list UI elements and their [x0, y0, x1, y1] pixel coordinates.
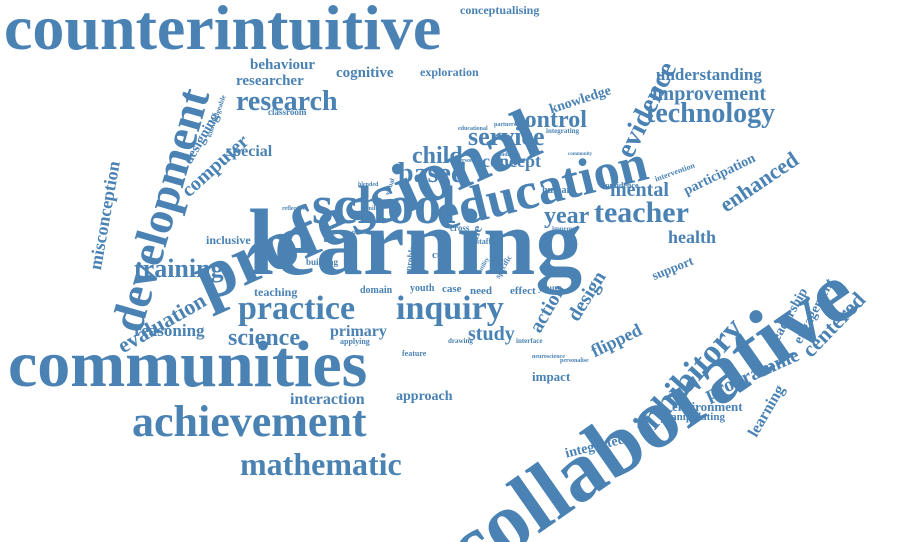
word: technology	[646, 98, 776, 129]
word: blended	[358, 182, 379, 188]
word: service	[468, 122, 545, 151]
word: inquiry	[396, 290, 504, 327]
word: educational	[458, 126, 488, 132]
word: youth	[410, 283, 435, 294]
word: teacher	[594, 196, 689, 229]
word: case	[442, 283, 462, 295]
word: communities	[8, 328, 368, 401]
word: cue	[432, 249, 448, 261]
word: personalise	[560, 358, 589, 364]
word: impact	[532, 369, 571, 384]
word: interface	[516, 337, 543, 345]
word: young	[538, 283, 562, 293]
word: community	[568, 152, 593, 157]
word: reasoning	[134, 321, 205, 340]
word: need	[470, 285, 492, 297]
word: study	[468, 323, 515, 345]
word: special	[226, 143, 273, 160]
word: transfer	[352, 230, 373, 236]
word: based	[398, 158, 467, 189]
word: families	[362, 206, 382, 212]
word: misconception	[85, 159, 124, 272]
word: year	[544, 203, 590, 229]
word: mental	[610, 179, 669, 201]
word: building	[306, 257, 339, 267]
word: cognitive	[336, 65, 394, 81]
word: learning	[248, 191, 583, 295]
word: understanding	[656, 65, 762, 84]
word: enhanced	[714, 146, 803, 218]
word: inclusive	[206, 233, 251, 247]
word: readiness	[496, 152, 520, 158]
word: integrating	[546, 127, 580, 135]
word: drawing	[448, 337, 473, 345]
word: school	[312, 175, 457, 235]
word: effect	[510, 285, 536, 297]
word: person	[456, 158, 474, 164]
word: exploration	[420, 65, 479, 79]
word: reflective	[282, 206, 306, 212]
word: mathematic	[240, 446, 402, 482]
word: teaching	[254, 285, 298, 299]
word: research	[236, 86, 338, 117]
word: conceptualising	[460, 3, 540, 17]
word: cross	[450, 223, 470, 233]
word: approach	[396, 389, 453, 404]
word: behaviour	[250, 57, 316, 73]
word: training	[134, 254, 224, 283]
word: health	[668, 227, 717, 247]
word: control	[514, 107, 587, 133]
word: researcher	[236, 73, 304, 89]
word: counterintuitive	[4, 0, 442, 63]
word: practice	[238, 290, 356, 327]
word: concept	[482, 151, 541, 171]
word: interaction	[290, 391, 365, 408]
word: flipped	[587, 319, 645, 362]
word: manipulating	[662, 411, 725, 423]
word: primary	[330, 323, 387, 340]
word: environment	[672, 399, 743, 414]
word: improvement	[652, 83, 767, 105]
word: staff	[476, 237, 492, 246]
word: improve	[552, 225, 577, 233]
word: domain	[360, 285, 393, 296]
word: neuroscience	[532, 354, 565, 360]
word: achievement	[132, 397, 367, 446]
word: support	[649, 252, 696, 283]
word: science	[228, 325, 300, 351]
word: feature	[402, 349, 427, 358]
word: confidence	[602, 181, 639, 190]
word: classroom	[268, 107, 307, 117]
word: applying	[340, 337, 370, 346]
word: child	[412, 143, 463, 169]
word: partnership	[494, 122, 525, 128]
word: human	[542, 185, 573, 196]
